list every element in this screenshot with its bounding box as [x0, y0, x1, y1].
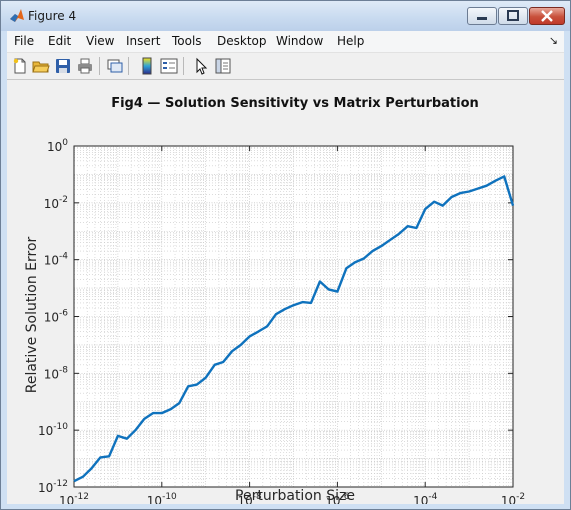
- y-tick-label: 10-2: [44, 195, 68, 211]
- menu-insert[interactable]: Insert: [126, 34, 161, 48]
- menu-bar: File Edit View Insert Tools Desktop Wind…: [7, 31, 564, 53]
- x-tick-label: 10-2: [501, 492, 525, 504]
- link-plot-icon[interactable]: [106, 57, 124, 75]
- y-tick-label: 10-8: [44, 365, 69, 381]
- y-axis-label: Relative Solution Error: [24, 236, 40, 393]
- y-tick-label: 10-6: [44, 309, 69, 325]
- edit-plot-arrow-icon[interactable]: [192, 57, 210, 75]
- y-tick-labels: 10-12 10-10 10-8 10-6 10-4 10-2 100: [38, 138, 68, 495]
- y-tick-label: 10-4: [44, 252, 69, 268]
- toolbar-separator: [183, 57, 184, 75]
- x-tick-label: 10-10: [147, 492, 177, 504]
- property-inspector-icon[interactable]: [214, 57, 232, 75]
- open-file-icon[interactable]: [32, 57, 50, 75]
- plot-svg[interactable]: Fig4 — Solution Sensitivity vs Matrix Pe…: [7, 80, 564, 508]
- series-line: [73, 175, 515, 483]
- minimize-icon: [477, 17, 487, 20]
- toolbar-separator: [99, 57, 100, 75]
- print-icon[interactable]: [76, 57, 94, 75]
- menu-help[interactable]: Help: [337, 34, 365, 48]
- toolbar-separator: [128, 57, 129, 75]
- y-tick-label: 10-12: [38, 479, 68, 495]
- new-figure-icon[interactable]: [11, 57, 29, 75]
- close-icon: [541, 10, 553, 22]
- menu-overflow-icon[interactable]: ↘: [548, 34, 558, 47]
- menu-edit[interactable]: Edit: [48, 34, 72, 48]
- menu-view[interactable]: View: [86, 34, 115, 48]
- menu-desktop[interactable]: Desktop: [217, 34, 267, 48]
- insert-legend-icon[interactable]: [160, 57, 178, 75]
- save-icon[interactable]: [54, 57, 72, 75]
- window-title: Figure 4: [28, 9, 77, 23]
- axis-ticks: [73, 145, 514, 488]
- grid-lines: [73, 146, 513, 488]
- figure-client-area: File Edit View Insert Tools Desktop Wind…: [7, 31, 564, 508]
- figure-canvas: Fig4 — Solution Sensitivity vs Matrix Pe…: [7, 80, 564, 508]
- menu-window[interactable]: Window: [276, 34, 324, 48]
- x-tick-label: 10-4: [413, 492, 438, 504]
- x-tick-label: 10-12: [59, 492, 89, 504]
- title-bar[interactable]: Figure 4: [1, 1, 570, 31]
- close-button[interactable]: [529, 7, 565, 25]
- figure-toolbar: [7, 53, 564, 80]
- insert-colorbar-icon[interactable]: [138, 57, 156, 75]
- maximize-icon: [507, 10, 519, 21]
- minimize-button[interactable]: [467, 7, 497, 25]
- maximize-button[interactable]: [498, 7, 528, 25]
- x-axis-label: Perturbation Size: [235, 488, 355, 504]
- matlab-logo-icon: [10, 9, 24, 22]
- chart-title: Fig4 — Solution Sensitivity vs Matrix Pe…: [111, 96, 479, 111]
- menu-tools[interactable]: Tools: [172, 34, 202, 48]
- y-tick-label: 10-10: [38, 422, 68, 438]
- menu-file[interactable]: File: [14, 34, 35, 48]
- y-tick-label: 100: [47, 138, 68, 154]
